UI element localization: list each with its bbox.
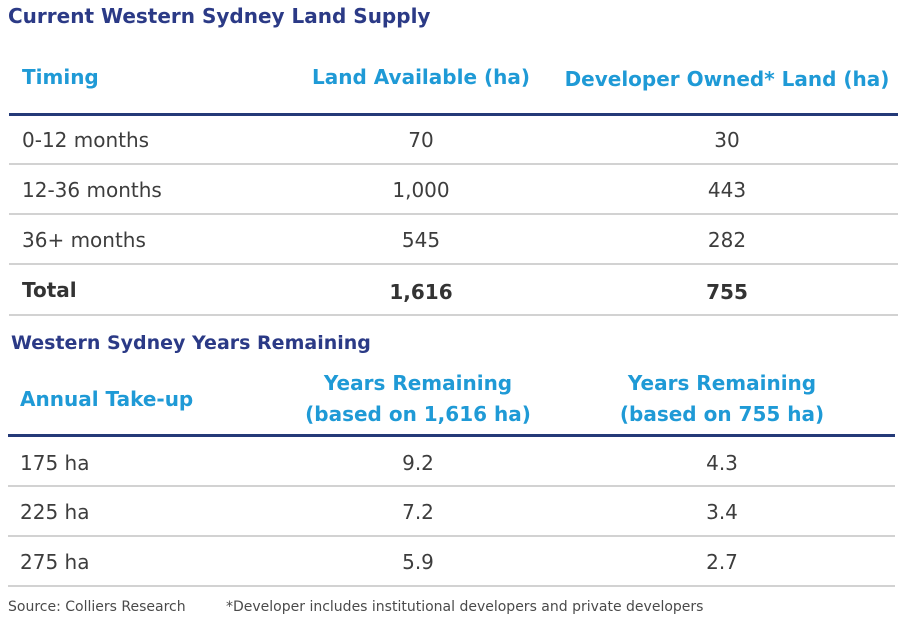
table-cell: 4.3 <box>706 451 738 475</box>
timing-header: Timing <box>22 65 99 89</box>
table-cell: 12-36 months <box>22 178 162 202</box>
row-divider <box>9 263 898 265</box>
table-cell: 282 <box>707 228 747 252</box>
table-cell: 175 ha <box>20 451 90 475</box>
row-divider <box>9 314 898 316</box>
land-supply-title: Current Western Sydney Land Supply <box>8 4 431 28</box>
header-line: Years Remaining <box>323 371 513 395</box>
table-cell: 7.2 <box>402 500 434 524</box>
table-cell: 9.2 <box>402 451 434 475</box>
table-cell: 1,000 <box>392 178 450 202</box>
row-divider <box>9 213 898 215</box>
table-cell: 5.9 <box>402 550 434 574</box>
total-land-available: 1,616 <box>389 280 453 304</box>
table-cell: 2.7 <box>706 550 738 574</box>
table-cell: 70 <box>408 128 434 152</box>
table-cell: 36+ months <box>22 228 146 252</box>
header-line: (based on 755 ha) <box>619 402 825 426</box>
table1-header-rule <box>9 113 898 116</box>
row-divider <box>8 485 895 487</box>
developer-footnote: *Developer includes institutional develo… <box>226 599 704 615</box>
years-remaining-1616-header: Years Remaining (based on 1,616 ha) <box>305 368 531 430</box>
total-label: Total <box>22 278 77 302</box>
table-cell: 443 <box>707 178 747 202</box>
years-remaining-755-header: Years Remaining (based on 755 ha) <box>620 368 824 430</box>
row-divider <box>9 163 898 165</box>
table-cell: 30 <box>714 128 740 152</box>
row-divider <box>8 535 895 537</box>
table-cell: 545 <box>401 228 441 252</box>
source-note: Source: Colliers Research <box>8 599 186 615</box>
table2-header-rule <box>8 434 895 437</box>
header-line: (based on 1,616 ha) <box>305 402 531 426</box>
header-line: Years Remaining <box>627 371 817 395</box>
land-available-header: Land Available (ha) <box>312 65 530 89</box>
table-cell: 225 ha <box>20 500 90 524</box>
row-divider <box>8 585 895 587</box>
table-cell: 0-12 months <box>22 128 150 152</box>
table-cell: 3.4 <box>706 500 738 524</box>
developer-owned-header: Developer Owned* Land (ha) <box>564 67 890 91</box>
annual-takeup-header: Annual Take-up <box>20 387 194 411</box>
table-cell: 275 ha <box>20 550 90 574</box>
years-remaining-title: Western Sydney Years Remaining <box>11 332 371 354</box>
total-developer-owned: 755 <box>706 280 748 304</box>
